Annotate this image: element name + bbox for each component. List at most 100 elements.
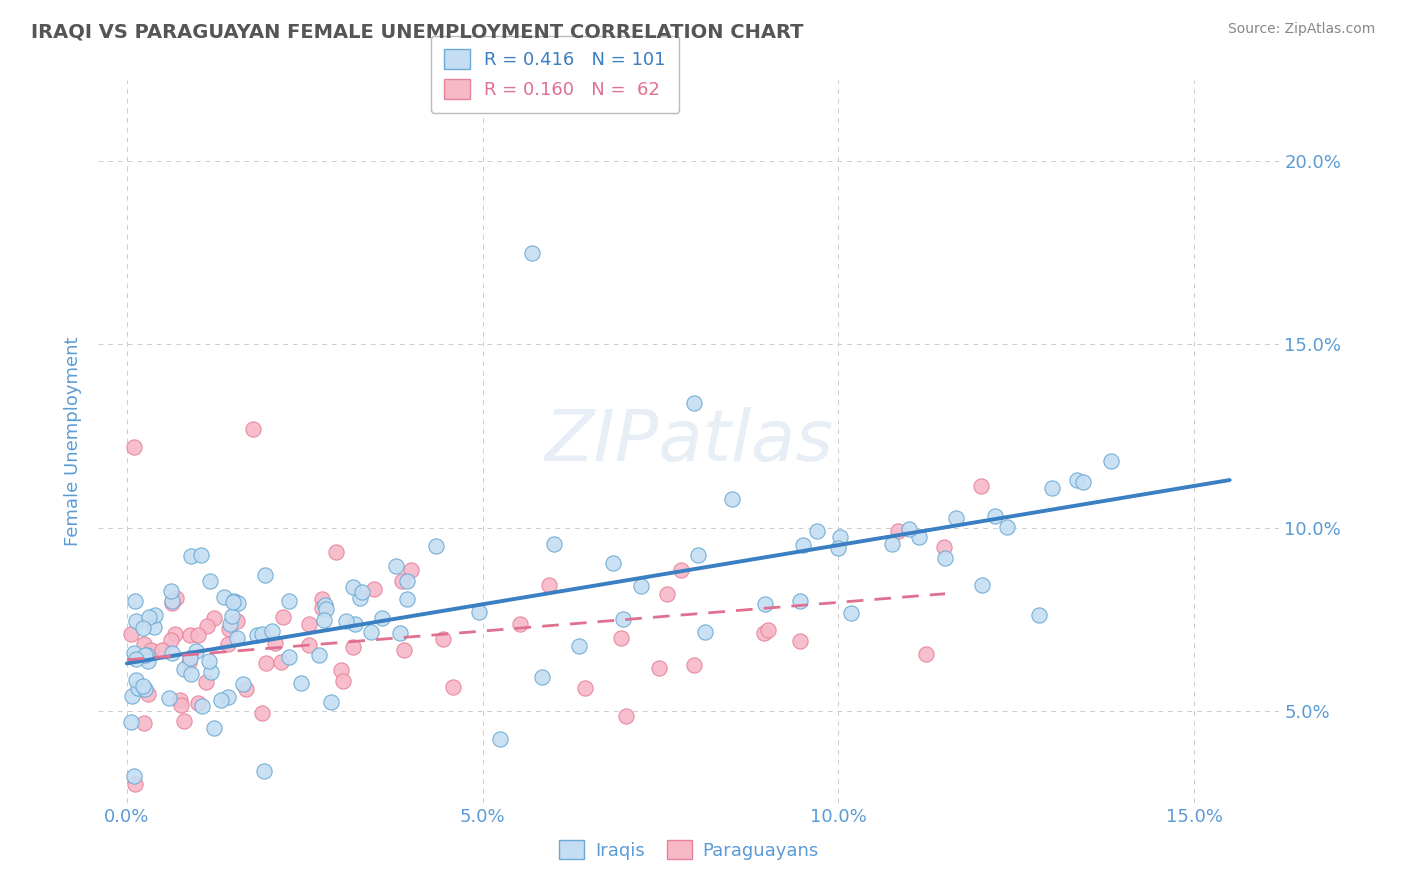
Point xyxy=(311,601,333,615)
Point xyxy=(152,643,174,657)
Point xyxy=(180,666,202,681)
Point xyxy=(202,610,225,624)
Text: ZIPatlas: ZIPatlas xyxy=(544,407,834,476)
Point xyxy=(360,625,382,640)
Point xyxy=(828,530,851,544)
Point xyxy=(688,548,710,562)
Point xyxy=(160,594,183,608)
Point xyxy=(124,777,146,791)
Point xyxy=(290,676,312,690)
Point xyxy=(217,690,239,704)
Point xyxy=(198,654,221,668)
Point xyxy=(120,714,142,729)
Point xyxy=(250,626,273,640)
Point xyxy=(384,559,406,574)
Point xyxy=(221,608,243,623)
Point xyxy=(425,540,447,554)
Point xyxy=(311,591,333,606)
Point xyxy=(173,714,195,728)
Text: IRAQI VS PARAGUAYAN FEMALE UNEMPLOYMENT CORRELATION CHART: IRAQI VS PARAGUAYAN FEMALE UNEMPLOYMENT … xyxy=(31,22,803,41)
Point xyxy=(169,693,191,707)
Point xyxy=(253,568,276,582)
Point xyxy=(509,617,531,632)
Point xyxy=(195,674,218,689)
Point xyxy=(186,644,208,658)
Point xyxy=(124,593,146,607)
Point xyxy=(191,699,214,714)
Point xyxy=(792,538,814,552)
Point xyxy=(273,610,295,624)
Point xyxy=(754,597,776,611)
Point xyxy=(160,583,183,598)
Point xyxy=(202,721,225,735)
Point xyxy=(278,594,301,608)
Point xyxy=(195,619,218,633)
Point xyxy=(134,637,156,651)
Point xyxy=(609,631,631,645)
Point xyxy=(298,616,321,631)
Point xyxy=(226,614,249,628)
Point xyxy=(1028,607,1050,622)
Point xyxy=(1073,475,1095,489)
Point xyxy=(395,574,418,588)
Point xyxy=(342,640,364,654)
Point xyxy=(806,524,828,539)
Point xyxy=(720,491,742,506)
Point xyxy=(242,422,264,436)
Point xyxy=(209,693,232,707)
Point xyxy=(139,643,162,657)
Point xyxy=(179,628,201,642)
Point xyxy=(132,622,155,636)
Point xyxy=(995,520,1018,534)
Point xyxy=(138,609,160,624)
Point xyxy=(756,624,779,638)
Point xyxy=(159,690,181,705)
Point xyxy=(226,596,249,610)
Point xyxy=(325,544,347,558)
Point xyxy=(212,590,235,604)
Point xyxy=(198,574,221,588)
Point xyxy=(121,689,143,703)
Point xyxy=(134,715,156,730)
Point xyxy=(984,508,1007,523)
Point xyxy=(125,614,148,628)
Point xyxy=(122,646,145,660)
Point xyxy=(352,585,374,599)
Point xyxy=(177,655,200,669)
Point xyxy=(441,680,464,694)
Point xyxy=(179,650,201,665)
Point xyxy=(391,574,413,588)
Point xyxy=(134,681,156,696)
Text: Source: ZipAtlas.com: Source: ZipAtlas.com xyxy=(1227,22,1375,37)
Point xyxy=(887,524,910,538)
Point xyxy=(683,658,706,673)
Point xyxy=(789,633,811,648)
Point xyxy=(630,579,652,593)
Y-axis label: Female Unemployment: Female Unemployment xyxy=(63,337,82,546)
Point xyxy=(187,696,209,710)
Point xyxy=(173,662,195,676)
Point xyxy=(335,615,357,629)
Point xyxy=(308,648,330,662)
Point xyxy=(537,578,560,592)
Point xyxy=(122,769,145,783)
Point xyxy=(969,479,991,493)
Point xyxy=(789,594,811,608)
Point xyxy=(138,687,160,701)
Point xyxy=(880,537,903,551)
Point xyxy=(136,654,159,668)
Point xyxy=(915,647,938,661)
Point xyxy=(221,594,243,608)
Point xyxy=(264,636,287,650)
Point xyxy=(190,548,212,562)
Point xyxy=(312,613,335,627)
Point xyxy=(120,627,142,641)
Point xyxy=(343,616,366,631)
Point xyxy=(683,396,706,410)
Point xyxy=(752,626,775,640)
Point xyxy=(180,549,202,564)
Point xyxy=(218,616,240,631)
Point xyxy=(396,592,419,607)
Point xyxy=(568,640,591,654)
Point xyxy=(530,670,553,684)
